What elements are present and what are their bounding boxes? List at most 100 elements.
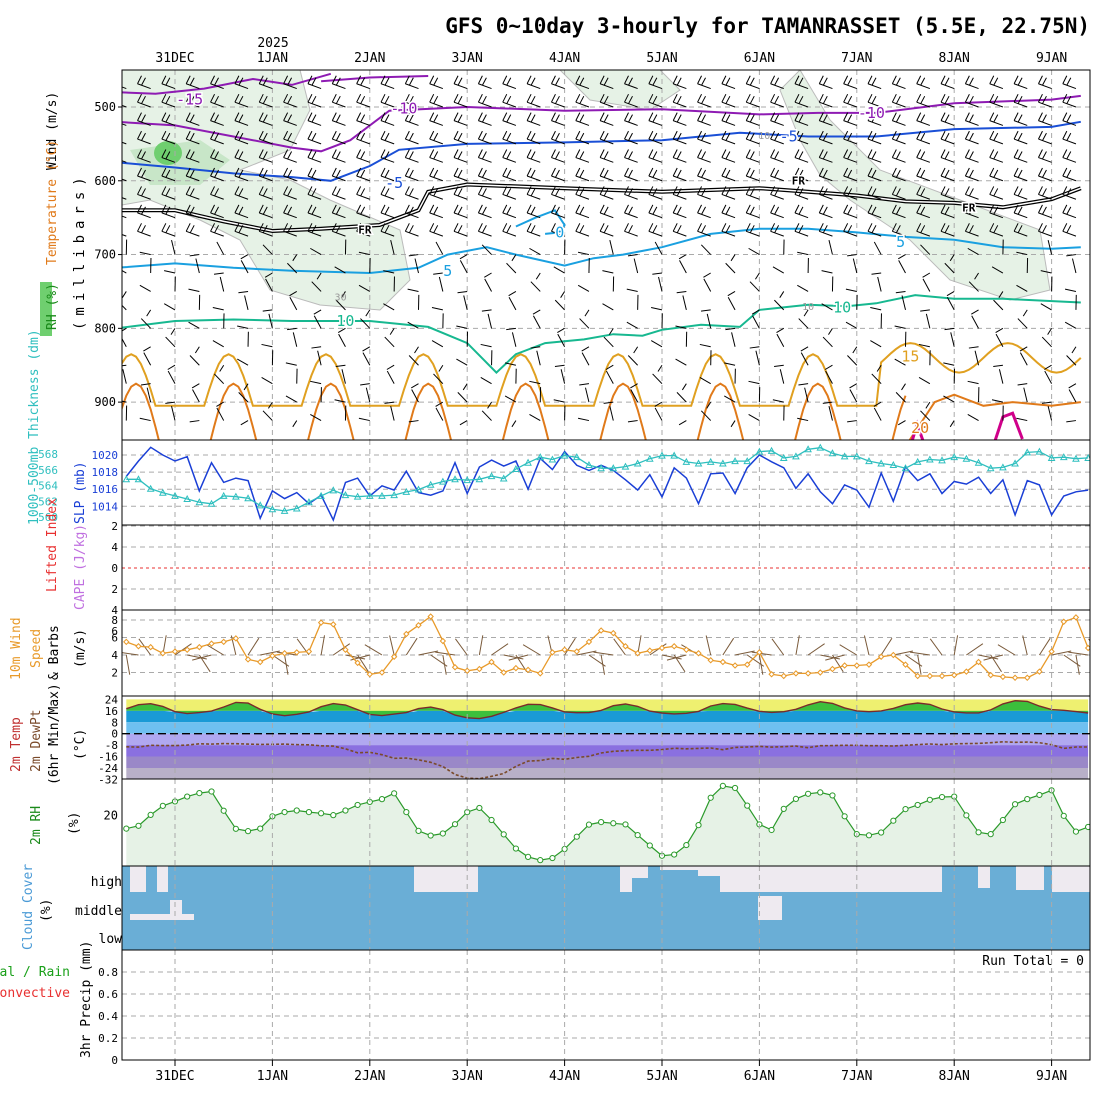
- upper-wind-barb: [867, 101, 882, 108]
- upper-wind-barb-feather: [210, 149, 215, 158]
- upper-wind-barb-feather: [384, 206, 390, 215]
- lifted-index-tick-label: 0: [111, 562, 118, 575]
- upper-wind-barb-feather: [1013, 186, 1019, 195]
- upper-wind-barb: [551, 157, 565, 163]
- thickness-point: [475, 475, 484, 483]
- upper-wind-barb-feather: [457, 132, 463, 141]
- wind-10m-barb: [666, 654, 687, 661]
- upper-wind-barb-feather: [408, 95, 414, 104]
- upper-wind-barb: [940, 230, 955, 237]
- upper-wind-barb: [697, 120, 711, 126]
- upper-wind-barb: [186, 193, 200, 200]
- wind-speed-point: [573, 648, 580, 655]
- upper-wind-barb: [243, 383, 249, 391]
- upper-wind-barb: [648, 138, 663, 145]
- upper-wind-barb-feather: [774, 151, 780, 160]
- upper-wind-barb-feather: [774, 95, 780, 104]
- wind-speed-point: [963, 668, 970, 675]
- wind-speed-point: [792, 670, 800, 677]
- wind-speed-point: [695, 650, 702, 657]
- upper-wind-barb: [238, 290, 249, 294]
- rh-2m-point: [671, 851, 678, 858]
- upper-wind-barb-feather: [770, 204, 776, 214]
- upper-wind-barb: [414, 258, 419, 274]
- upper-wind-barb-feather: [262, 114, 268, 123]
- upper-wind-barb: [380, 230, 395, 237]
- upper-wind-barb: [316, 272, 322, 280]
- upper-wind-barb-feather: [920, 132, 926, 141]
- wind-speed-point: [1048, 648, 1055, 655]
- wind-speed-point: [293, 649, 300, 656]
- upper-wind-barb: [332, 101, 346, 108]
- upper-wind-barb-feather: [258, 112, 264, 121]
- wind-speed-point: [488, 658, 495, 666]
- upper-wind-barb: [1017, 383, 1028, 386]
- upper-wind-barb-feather: [429, 75, 435, 84]
- upper-wind-barb-feather: [141, 114, 146, 123]
- wind-speed-point: [257, 658, 264, 666]
- upper-wind-barb: [313, 309, 322, 315]
- ylabel-wind: Wind (m/s): [45, 92, 60, 170]
- upper-wind-barb-feather: [993, 151, 999, 160]
- upper-wind-barb-feather: [1042, 77, 1047, 86]
- upper-wind-barb-feather: [774, 206, 780, 215]
- upper-wind-barb: [210, 138, 224, 145]
- upper-wind-barb: [1062, 230, 1077, 237]
- upper-wind-barb: [234, 193, 249, 200]
- upper-wind-barb-feather: [895, 169, 901, 178]
- upper-wind-barb-feather: [1013, 223, 1019, 232]
- wind-tick-label: 6: [111, 632, 118, 645]
- upper-wind-barb-feather: [258, 149, 264, 158]
- upper-wind-barb-feather: [214, 77, 219, 86]
- upper-wind-barb: [161, 120, 176, 126]
- upper-wind-barb-feather: [770, 223, 776, 232]
- upper-wind-barb: [431, 340, 444, 348]
- upper-wind-barb: [648, 83, 663, 90]
- upper-wind-barb: [405, 83, 419, 90]
- upper-wind-barb-feather: [234, 93, 240, 103]
- rh-2m-point: [865, 832, 873, 839]
- temp-tick-label: -8: [105, 739, 118, 752]
- rh-2m-point: [439, 830, 446, 837]
- upper-wind-barb-feather: [843, 75, 849, 84]
- upper-wind-barb: [137, 120, 151, 126]
- upper-wind-barb: [122, 86, 127, 90]
- upper-wind-barb: [843, 120, 857, 126]
- upper-wind-barb-feather: [457, 95, 463, 104]
- upper-wind-barb-feather: [530, 132, 536, 141]
- upper-wind-barb: [624, 138, 638, 145]
- upper-wind-barb-feather: [721, 93, 727, 103]
- upper-wind-barb-feather: [481, 225, 487, 234]
- upper-wind-barb: [1038, 157, 1052, 163]
- upper-wind-barb-feather: [141, 169, 146, 178]
- upper-wind-barb-feather: [214, 151, 219, 160]
- upper-wind-barb: [870, 307, 882, 311]
- thickness-point: [670, 451, 679, 459]
- upper-wind-barb: [1062, 175, 1077, 182]
- wind-10m-barb: [795, 635, 800, 656]
- upper-wind-barb-feather: [408, 151, 414, 160]
- upper-wind-barb: [161, 101, 176, 108]
- upper-wind-barb: [624, 230, 638, 237]
- upper-wind-barb-feather: [380, 186, 386, 195]
- upper-wind-barb: [575, 138, 590, 145]
- wind-speed-point: [208, 640, 215, 647]
- upper-wind-barb-feather: [993, 225, 999, 234]
- upper-wind-barb: [920, 309, 930, 312]
- upper-wind-barb: [292, 254, 298, 262]
- upper-wind-barb: [725, 327, 736, 331]
- upper-wind-barb: [438, 276, 444, 292]
- upper-wind-barb: [599, 212, 614, 219]
- upper-wind-barb: [122, 215, 127, 219]
- upper-wind-barb-feather: [628, 188, 633, 197]
- wind-speed-point: [305, 648, 313, 655]
- thickness-tick-label: 566: [38, 464, 58, 477]
- upper-wind-barb: [624, 83, 638, 90]
- upper-wind-barb: [940, 101, 955, 108]
- upper-wind-barb: [602, 270, 614, 274]
- upper-wind-barb: [721, 138, 736, 145]
- upper-wind-barb-feather: [895, 114, 901, 123]
- ylabel-cape: CAPE (J/kg): [73, 524, 88, 610]
- upper-wind-barb-feather: [628, 132, 633, 141]
